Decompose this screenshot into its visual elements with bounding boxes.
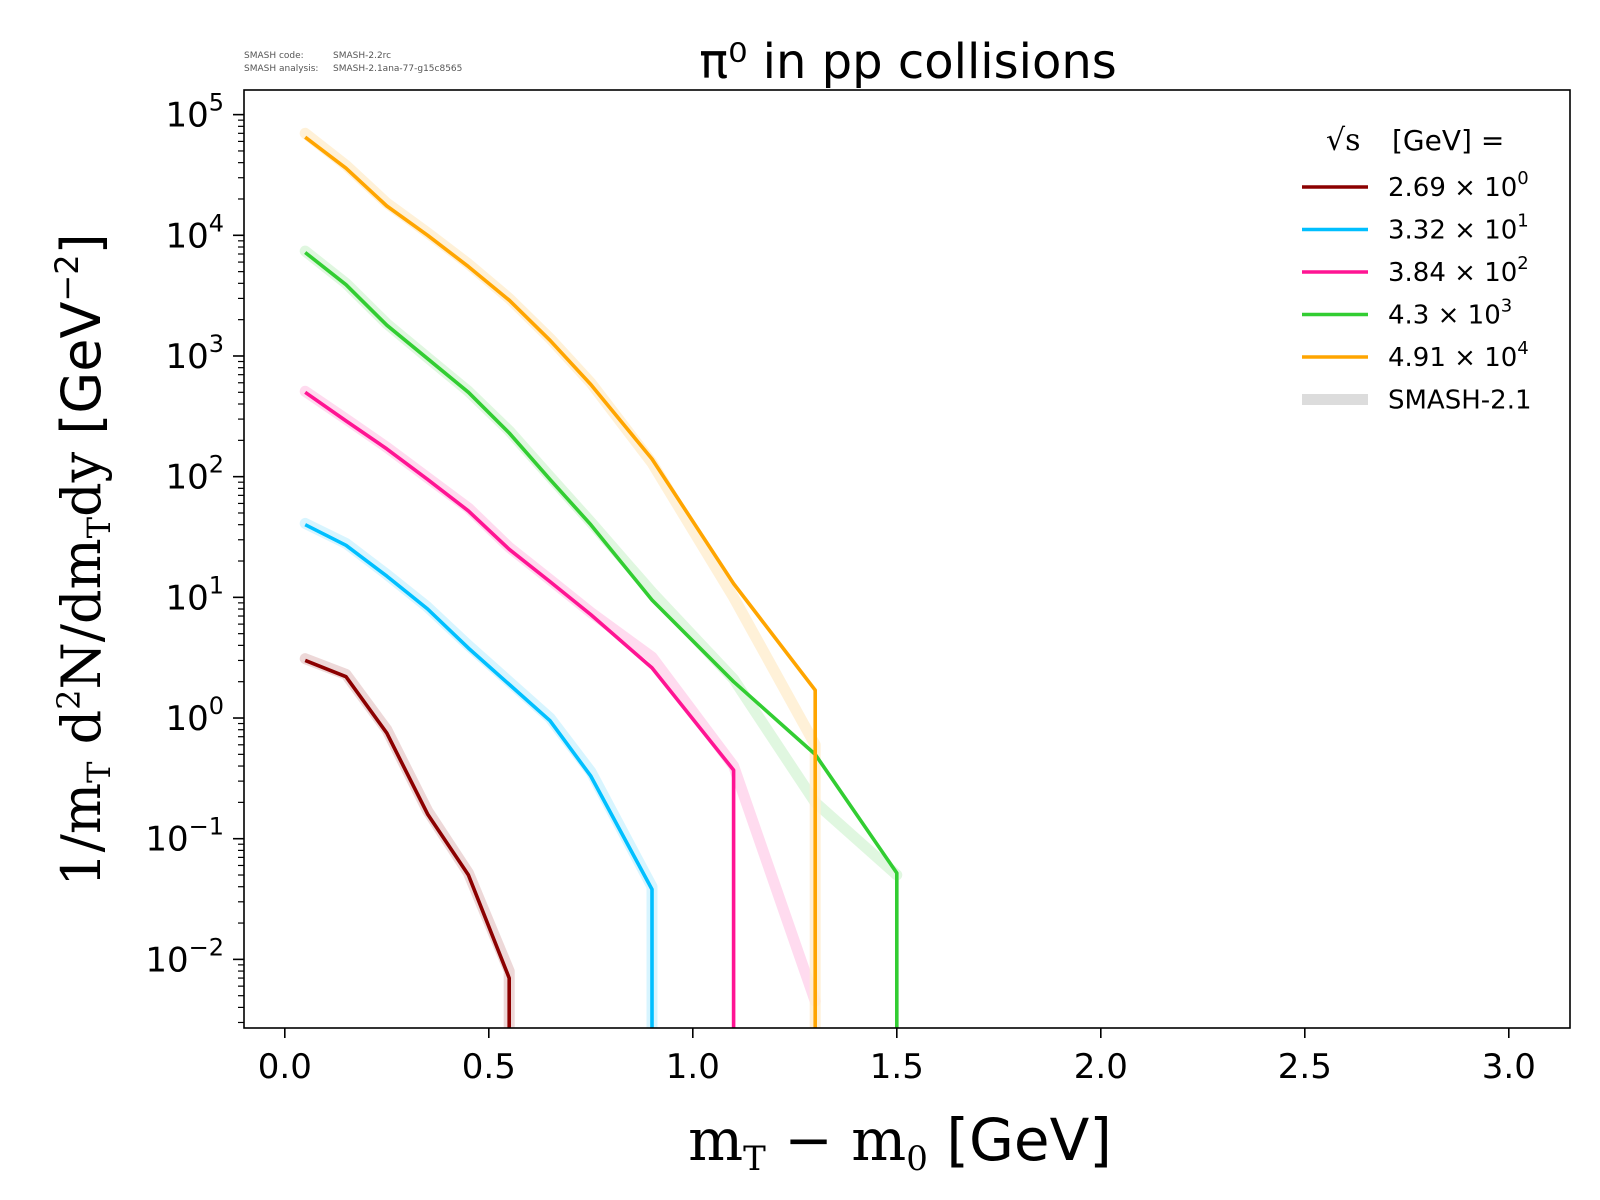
series-line-4	[304, 135, 818, 1028]
y-tick-label: 104	[165, 209, 224, 256]
legend-label-1: 3.32 × 101	[1388, 211, 1529, 246]
x-tick-label: 3.0	[1482, 1047, 1536, 1087]
plot-frame	[243, 89, 1571, 1029]
legend-label-2: 3.84 × 102	[1388, 253, 1529, 288]
y-axis: 10−2 10−1 100 101 102 103 104 105	[145, 89, 244, 1024]
meta-analysis-label: SMASH analysis:	[244, 64, 318, 74]
x-tick-label: 2.5	[1278, 1047, 1332, 1087]
series-line-2	[304, 390, 736, 1028]
reference-series-line-4	[299, 127, 821, 1028]
y-axis-label-text: 1/mT d2N/dmTdy [GeV−2]	[48, 233, 118, 886]
series-line-0	[304, 658, 512, 1028]
x-axis-label: mT − m0 [GeV]	[688, 1106, 1112, 1179]
reference-series-line-0	[299, 653, 515, 1028]
y-tick-label: 10−1	[145, 813, 224, 860]
legend-label-3: 4.3 × 103	[1388, 296, 1512, 331]
y-tick-label: 103	[165, 330, 224, 377]
legend-title: √s [GeV] =	[1326, 123, 1504, 158]
chart-title: π⁰ in pp collisions	[699, 34, 1117, 90]
x-tick-label: 1.5	[870, 1047, 924, 1087]
y-tick-label: 100	[165, 692, 224, 739]
reference-series-line-1	[299, 517, 658, 1028]
series-line-3	[304, 251, 899, 1028]
legend-title-unit: [GeV] =	[1392, 124, 1504, 157]
y-tick-label: 10−2	[145, 933, 224, 980]
x-tick-label: 0.0	[258, 1047, 312, 1087]
series-line-1	[304, 523, 654, 1028]
meta-analysis-value: SMASH-2.1ana-77-g15c8565	[333, 64, 462, 74]
legend: √s [GeV] = 2.69 × 100 3.32 × 101 3.84 × 10…	[1302, 123, 1532, 416]
legend-label-0: 2.69 × 100	[1388, 168, 1529, 203]
legend-label-4: 4.91 × 104	[1388, 338, 1529, 373]
x-tick-label: 2.0	[1074, 1047, 1128, 1087]
y-axis-label: 1/mT d2N/dmTdy [GeV−2]	[48, 233, 118, 886]
y-tick-label: 102	[165, 451, 224, 498]
x-axis-label-text: mT − m0 [GeV]	[688, 1106, 1112, 1179]
data-series-group	[304, 135, 899, 1028]
x-tick-label: 0.5	[462, 1047, 516, 1087]
meta-code-value: SMASH-2.2rc	[333, 51, 391, 61]
y-tick-label: 101	[165, 571, 224, 618]
meta-code-label: SMASH code:	[244, 51, 304, 61]
legend-title-sqrt: √s	[1326, 123, 1361, 158]
x-tick-label: 1.0	[666, 1047, 720, 1087]
legend-label-reference: SMASH-2.1	[1388, 386, 1532, 416]
meta-info: SMASH code: SMASH-2.2rc SMASH analysis: …	[244, 51, 462, 74]
legend-items: 2.69 × 100 3.32 × 101 3.84 × 102 4.3 × 103 4…	[1302, 168, 1532, 416]
x-axis: 0.0 0.5 1.0 1.5 2.0 2.5 3.0	[258, 1028, 1536, 1087]
y-tick-label: 105	[165, 89, 224, 136]
